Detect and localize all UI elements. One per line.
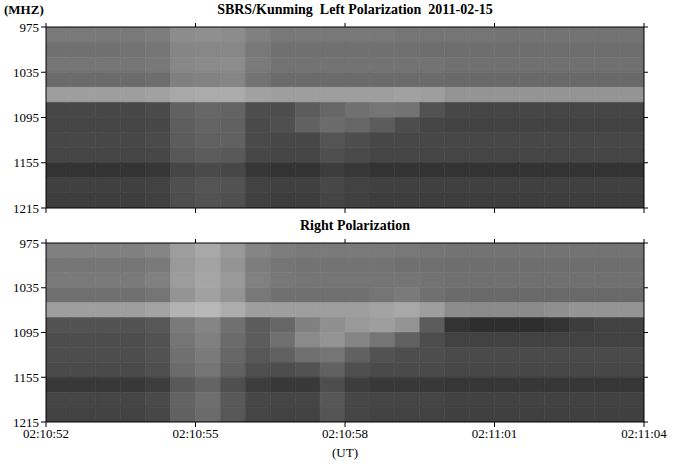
svg-text:02:11:04: 02:11:04	[621, 426, 667, 441]
svg-text:02:11:01: 02:11:01	[472, 426, 518, 441]
svg-text:1035: 1035	[13, 280, 39, 295]
svg-text:1035: 1035	[13, 65, 39, 80]
svg-text:02:10:58: 02:10:58	[322, 426, 368, 441]
html-text:SBRS/Kunming Left Polarization: SBRS/Kunming Left Polarization 2011-02-1…	[217, 2, 493, 17]
svg-text:1095: 1095	[13, 325, 39, 340]
svg-text:975: 975	[20, 236, 40, 251]
html-text:Right Polarization: Right Polarization	[300, 218, 410, 233]
svg-text:1095: 1095	[13, 110, 39, 125]
svg-text:1155: 1155	[13, 155, 39, 170]
html-text:(MHZ): (MHZ)	[4, 2, 44, 17]
svg-text:1155: 1155	[13, 370, 39, 385]
svg-text:02:10:52: 02:10:52	[22, 426, 70, 442]
svg-text:1215: 1215	[13, 201, 39, 216]
svg-text:02:10:55: 02:10:55	[172, 426, 218, 441]
svg-text:1215: 1215	[13, 415, 39, 430]
svg-text:975: 975	[20, 20, 40, 35]
html-text:(UT): (UT)	[332, 445, 358, 460]
